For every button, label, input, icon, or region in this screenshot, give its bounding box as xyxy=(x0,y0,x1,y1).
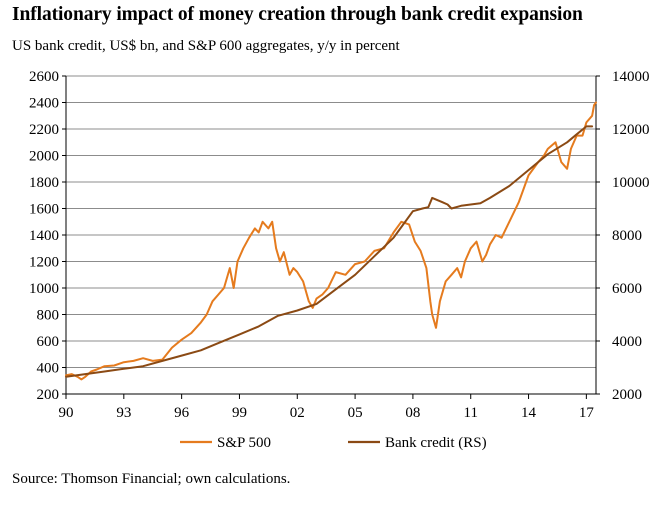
left-tick-label: 2400 xyxy=(29,96,59,112)
x-tick-label: 08 xyxy=(405,405,420,421)
left-tick-label: 1000 xyxy=(29,281,59,297)
x-axis-ticks: 90 93 96 99 02 05 08 11 14 17 xyxy=(59,394,595,421)
series xyxy=(65,101,597,381)
right-tick-label: 14000 xyxy=(612,69,650,85)
right-tick-label: 10000 xyxy=(612,175,650,191)
chart-subtitle: US bank credit, US$ bn, and S&P 600 aggr… xyxy=(12,38,400,54)
x-tick-label: 02 xyxy=(290,405,305,421)
gridlines xyxy=(66,75,596,368)
left-axis-ticks: 200 400 600 800 1000 1200 1400 1600 1800 2000 2200… xyxy=(29,69,66,403)
x-tick-label: 05 xyxy=(348,405,363,421)
left-tick-label: 200 xyxy=(37,387,60,403)
left-tick-label: 2600 xyxy=(29,69,59,85)
right-tick-label: 6000 xyxy=(612,281,642,297)
x-tick-label: 17 xyxy=(579,405,595,421)
x-tick-label: 93 xyxy=(116,405,131,421)
x-tick-label: 14 xyxy=(521,405,537,421)
left-tick-label: 400 xyxy=(37,361,60,377)
x-tick-label: 11 xyxy=(464,405,478,421)
x-tick-label: 99 xyxy=(232,405,247,421)
left-tick-label: 2000 xyxy=(29,149,59,165)
x-tick-label: 90 xyxy=(59,405,74,421)
right-tick-label: 4000 xyxy=(612,334,642,350)
legend-label-sp500: S&P 500 xyxy=(217,435,271,451)
left-tick-label: 600 xyxy=(37,334,60,350)
left-tick-label: 800 xyxy=(37,308,60,324)
left-tick-label: 1800 xyxy=(29,175,59,191)
left-tick-label: 1200 xyxy=(29,255,59,271)
right-tick-label: 2000 xyxy=(612,387,642,403)
x-tick-label: 96 xyxy=(174,405,190,421)
right-axis-ticks: 2000 4000 6000 8000 10000 12000 14000 xyxy=(596,69,650,403)
right-tick-label: 12000 xyxy=(612,122,650,138)
right-tick-label: 8000 xyxy=(612,228,642,244)
bank-credit-line xyxy=(65,125,594,378)
sp500-line xyxy=(65,101,597,381)
source-note: Source: Thomson Financial; own calculati… xyxy=(12,471,291,487)
chart-title: Inflationary impact of money creation th… xyxy=(12,4,583,25)
legend: S&P 500 Bank credit (RS) xyxy=(180,435,487,451)
left-tick-label: 1400 xyxy=(29,228,59,244)
left-tick-label: 2200 xyxy=(29,122,59,138)
left-tick-label: 1600 xyxy=(29,202,59,218)
legend-label-bank-credit: Bank credit (RS) xyxy=(385,435,487,451)
